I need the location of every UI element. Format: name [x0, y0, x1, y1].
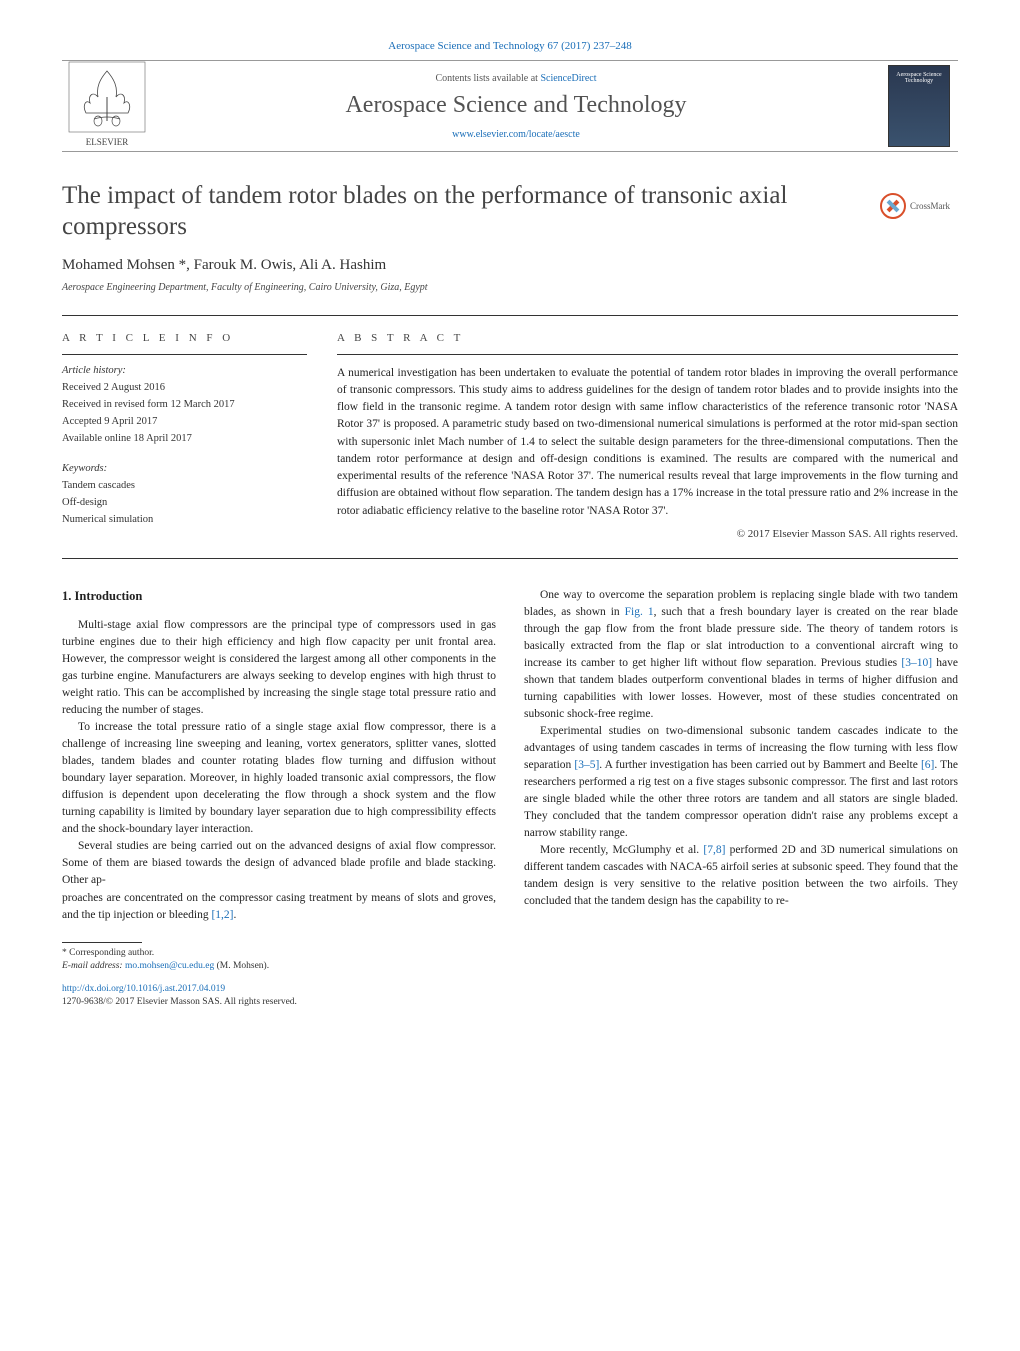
- email-who: (M. Mohsen).: [214, 961, 269, 971]
- article-info-head: A R T I C L E I N F O: [62, 332, 307, 344]
- divider-bottom: [62, 558, 958, 559]
- para-7: More recently, McGlumphy et al. [7,8] pe…: [524, 842, 958, 910]
- para-6b: . A further investigation has been carri…: [599, 759, 921, 771]
- para-4b: .: [234, 909, 237, 921]
- issn-copyright: 1270-9638/© 2017 Elsevier Masson SAS. Al…: [62, 997, 297, 1007]
- title-row: The impact of tandem rotor blades on the…: [62, 180, 958, 243]
- elsevier-tree-icon: ELSEVIER: [68, 61, 146, 151]
- article-info-column: A R T I C L E I N F O Article history: R…: [62, 332, 307, 540]
- contents-line: Contents lists available at ScienceDirec…: [435, 73, 596, 84]
- header-center: Contents lists available at ScienceDirec…: [152, 61, 880, 151]
- para-1: Multi-stage axial flow compressors are t…: [62, 617, 496, 719]
- crossmark-badge[interactable]: CrossMark: [880, 186, 958, 226]
- para-6: Experimental studies on two-dimensional …: [524, 723, 958, 842]
- corresponding-author: * Corresponding author.: [62, 947, 958, 960]
- revised-date: Received in revised form 12 March 2017: [62, 397, 307, 412]
- abstract-divider: [337, 354, 958, 355]
- section-1-head: 1. Introduction: [62, 587, 496, 606]
- footer: * Corresponding author. E-mail address: …: [62, 942, 958, 1010]
- footnote-rule: [62, 942, 142, 943]
- email-label: E-mail address:: [62, 961, 125, 971]
- para-2: To increase the total pressure ratio of …: [62, 719, 496, 838]
- received-date: Received 2 August 2016: [62, 380, 307, 395]
- ref-3-5[interactable]: [3–5]: [574, 759, 599, 771]
- abstract-column: A B S T R A C T A numerical investigatio…: [337, 332, 958, 540]
- article-history: Article history: Received 2 August 2016 …: [62, 363, 307, 528]
- keyword-3: Numerical simulation: [62, 512, 307, 527]
- ref-3-10[interactable]: [3–10]: [901, 657, 932, 669]
- para-7a: More recently, McGlumphy et al.: [540, 844, 703, 856]
- publisher-name: ELSEVIER: [86, 137, 129, 147]
- publisher-logo: ELSEVIER: [62, 61, 152, 151]
- crossmark-icon: [880, 193, 906, 219]
- journal-name: Aerospace Science and Technology: [345, 92, 686, 119]
- header-citation: Aerospace Science and Technology 67 (201…: [62, 40, 958, 52]
- doi-link[interactable]: http://dx.doi.org/10.1016/j.ast.2017.04.…: [62, 984, 225, 994]
- para-5: One way to overcome the separation probl…: [524, 587, 958, 723]
- abstract-copyright: © 2017 Elsevier Masson SAS. All rights r…: [337, 528, 958, 540]
- keywords-label: Keywords:: [62, 461, 307, 476]
- sciencedirect-link[interactable]: ScienceDirect: [540, 73, 596, 84]
- authors: Mohamed Mohsen *, Farouk M. Owis, Ali A.…: [62, 257, 958, 274]
- doi-block: http://dx.doi.org/10.1016/j.ast.2017.04.…: [62, 983, 958, 1010]
- keyword-1: Tandem cascades: [62, 478, 307, 493]
- info-divider: [62, 354, 307, 355]
- ref-6[interactable]: [6]: [921, 759, 934, 771]
- affiliation: Aerospace Engineering Department, Facult…: [62, 282, 958, 293]
- abstract-text: A numerical investigation has been under…: [337, 365, 958, 520]
- fig-1-link[interactable]: Fig. 1: [625, 606, 654, 618]
- accepted-date: Accepted 9 April 2017: [62, 414, 307, 429]
- abstract-head: A B S T R A C T: [337, 332, 958, 344]
- para-3: Several studies are being carried out on…: [62, 838, 496, 889]
- email-link[interactable]: mo.mohsen@cu.edu.eg: [125, 961, 214, 971]
- history-label: Article history:: [62, 363, 307, 378]
- body-columns: 1. Introduction Multi-stage axial flow c…: [62, 587, 958, 924]
- ref-7-8[interactable]: [7,8]: [703, 844, 725, 856]
- email-line: E-mail address: mo.mohsen@cu.edu.eg (M. …: [62, 960, 958, 973]
- ref-1-2[interactable]: [1,2]: [211, 909, 233, 921]
- crossmark-label: CrossMark: [910, 201, 950, 211]
- journal-homepage-link[interactable]: www.elsevier.com/locate/aescte: [452, 129, 580, 140]
- article-title: The impact of tandem rotor blades on the…: [62, 180, 860, 243]
- keyword-2: Off-design: [62, 495, 307, 510]
- para-4: proaches are concentrated on the compres…: [62, 890, 496, 924]
- contents-prefix: Contents lists available at: [435, 73, 540, 84]
- journal-cover: Aerospace Science Technology: [880, 61, 958, 151]
- para-4a: proaches are concentrated on the compres…: [62, 892, 496, 921]
- page-container: Aerospace Science and Technology 67 (201…: [0, 0, 1020, 1040]
- cover-thumb: Aerospace Science Technology: [888, 65, 950, 147]
- journal-header: ELSEVIER Contents lists available at Sci…: [62, 60, 958, 152]
- meta-abstract-row: A R T I C L E I N F O Article history: R…: [62, 332, 958, 540]
- online-date: Available online 18 April 2017: [62, 431, 307, 446]
- divider-top: [62, 315, 958, 316]
